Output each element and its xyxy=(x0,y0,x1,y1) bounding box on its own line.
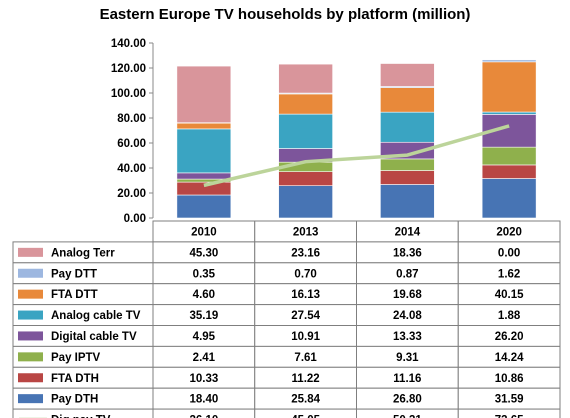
chart-title: Eastern Europe TV households by platform… xyxy=(99,6,471,23)
bar-segment-fta-dtt-2010 xyxy=(176,122,232,130)
bar-segment-fta-dtt-2013 xyxy=(278,93,333,115)
data-label-fta-dtt-2020: 40.15 xyxy=(495,289,524,301)
data-label-pay-dtt-2020: 1.62 xyxy=(498,268,520,280)
data-label-fta-dtt-2010: 4.60 xyxy=(193,289,215,301)
legend-label-analog-terr: Analog Terr xyxy=(51,247,115,259)
data-label-fta-dtt-2014: 19.68 xyxy=(393,289,422,301)
y-axis: 0.00 20.00 40.00 60.00 80.00 100.00 120.00 140.… xyxy=(111,38,154,225)
bar-segment-analog-cable-tv-2013 xyxy=(278,113,333,149)
data-label-analog-terr-2010: 45.30 xyxy=(189,247,218,259)
legend-key-pay-dth xyxy=(18,394,43,404)
bar-segment-fta-dtt-2020 xyxy=(481,61,537,113)
y-tick-label: 120.00 xyxy=(111,63,146,75)
data-label-pay-dth-2013: 25.84 xyxy=(291,394,320,406)
table-cell xyxy=(254,408,357,418)
data-label-pay-iptv-2013: 7.61 xyxy=(294,352,317,364)
legend-key-pay-dtt xyxy=(18,268,43,278)
y-tick-label: 0.00 xyxy=(124,213,146,225)
data-label-dig-pay-tv-2013: 45.05 xyxy=(291,415,320,418)
table-cell xyxy=(457,408,561,418)
data-label-pay-dth-2014: 26.80 xyxy=(393,394,422,406)
legend-key-analog-terr xyxy=(18,247,43,257)
bar-segment-analog-terr-2013 xyxy=(278,63,333,94)
data-label-digital-cable-tv-2014: 13.33 xyxy=(393,331,422,343)
data-label-pay-dtt-2013: 0.70 xyxy=(294,268,316,280)
data-label-analog-terr-2013: 23.16 xyxy=(291,247,320,259)
data-label-pay-dth-2010: 18.40 xyxy=(189,394,218,406)
data-label-analog-terr-2020: 0.00 xyxy=(498,247,520,259)
data-label-pay-iptv-2020: 14.24 xyxy=(495,352,524,364)
legend-label-dig-pay-tv: Dig pay TV xyxy=(51,415,111,418)
data-label-digital-cable-tv-2020: 26.20 xyxy=(495,331,524,343)
bar-segment-fta-dth-2013 xyxy=(278,171,333,187)
data-label-fta-dtt-2013: 16.13 xyxy=(291,289,320,301)
data-label-fta-dth-2013: 11.22 xyxy=(292,373,320,385)
data-label-pay-iptv-2010: 2.41 xyxy=(193,352,216,364)
bar-segment-analog-terr-2014 xyxy=(380,63,435,87)
table-cell xyxy=(356,408,459,418)
bar-segment-analog-cable-tv-2010 xyxy=(176,128,232,174)
data-label-pay-dtt-2014: 0.87 xyxy=(396,268,418,280)
data-label-analog-cable-tv-2020: 1.88 xyxy=(498,310,521,322)
data-table: 2010 2013 2014 2020 Analog Terr 45.30 23.16 18.… xyxy=(12,220,561,418)
data-label-fta-dth-2020: 10.86 xyxy=(495,373,524,385)
bar-segment-fta-dtt-2014 xyxy=(380,87,435,113)
data-label-digital-cable-tv-2010: 4.95 xyxy=(193,331,216,343)
trend-line xyxy=(203,124,510,188)
legend-key-fta-dth xyxy=(18,373,43,383)
data-label-analog-cable-tv-2010: 35.19 xyxy=(189,310,218,322)
bar-segment-pay-iptv-2020 xyxy=(481,146,537,166)
legend-label-pay-dtt: Pay DTT xyxy=(51,268,97,280)
bar-segment-analog-cable-tv-2014 xyxy=(380,111,435,143)
bar-segment-analog-terr-2010 xyxy=(176,65,232,124)
y-tick-label: 140.00 xyxy=(111,38,146,50)
bar-segment-fta-dth-2014 xyxy=(380,170,435,185)
legend-label-pay-iptv: Pay IPTV xyxy=(51,352,101,364)
data-label-dig-pay-tv-2014: 50.31 xyxy=(393,415,422,418)
line-dig-pay-tv xyxy=(203,124,510,188)
y-tick-label: 100.00 xyxy=(111,88,146,100)
table-cell xyxy=(152,408,256,418)
bar-segment-pay-dth-2014 xyxy=(380,184,435,219)
bar-segment-analog-cable-tv-2020 xyxy=(481,111,537,115)
legend-label-pay-dth: Pay DTH xyxy=(51,394,98,406)
data-label-analog-terr-2014: 18.36 xyxy=(393,247,422,259)
data-label-pay-dth-2020: 31.59 xyxy=(495,394,524,406)
y-tick-label: 60.00 xyxy=(117,138,146,150)
legend-key-analog-cable-tv xyxy=(18,310,43,320)
y-tick-label: 80.00 xyxy=(117,113,146,125)
table-header-label: 2010 xyxy=(191,226,217,238)
bar-segment-pay-dtt-2020 xyxy=(481,59,537,63)
legend-key-digital-cable-tv xyxy=(18,331,43,341)
legend-label-fta-dtt: FTA DTT xyxy=(51,289,98,301)
bar-segment-pay-dth-2010 xyxy=(176,194,232,219)
table-header-label: 2014 xyxy=(395,226,421,238)
legend-label-analog-cable-tv: Analog cable TV xyxy=(51,310,141,322)
data-label-fta-dth-2014: 11.16 xyxy=(393,373,421,385)
data-label-dig-pay-tv-2010: 26.10 xyxy=(189,415,218,418)
bar-segment-pay-iptv-2014 xyxy=(380,158,435,171)
data-label-digital-cable-tv-2013: 10.91 xyxy=(291,331,320,343)
data-label-fta-dth-2010: 10.33 xyxy=(189,373,218,385)
legend-label-fta-dth: FTA DTH xyxy=(51,373,99,385)
data-label-analog-cable-tv-2013: 27.54 xyxy=(291,310,320,322)
bar-segment-pay-dth-2013 xyxy=(278,185,333,219)
bars xyxy=(176,59,537,219)
y-tick-label: 20.00 xyxy=(117,188,146,200)
bar-segment-pay-dth-2020 xyxy=(481,178,537,219)
legend-label-digital-cable-tv: Digital cable TV xyxy=(51,331,137,343)
table-header-label: 2020 xyxy=(496,226,522,238)
table-header-label: 2013 xyxy=(293,226,319,238)
data-label-pay-iptv-2014: 9.31 xyxy=(396,352,419,364)
data-label-dig-pay-tv-2020: 73.65 xyxy=(495,415,524,418)
data-label-analog-cable-tv-2014: 24.08 xyxy=(393,310,422,322)
y-tick-label: 40.00 xyxy=(117,163,146,175)
bar-segment-fta-dth-2020 xyxy=(481,164,537,179)
legend-key-fta-dtt xyxy=(18,289,43,299)
data-label-pay-dtt-2010: 0.35 xyxy=(193,268,216,280)
legend-key-pay-iptv xyxy=(18,352,43,362)
table-row-label-cell xyxy=(12,408,154,418)
bar-segment-digital-cable-tv-2010 xyxy=(176,172,232,180)
